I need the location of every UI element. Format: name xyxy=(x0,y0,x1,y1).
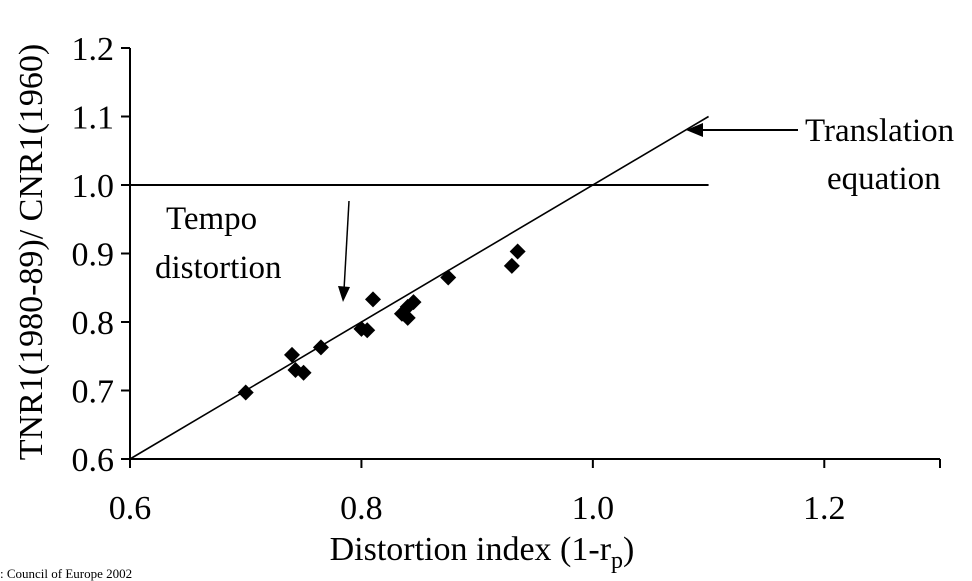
x-axis-label-subscript: p xyxy=(611,548,623,574)
data-point xyxy=(312,339,329,356)
tempo-annotation: Tempo distortion xyxy=(155,200,350,302)
x-tick-label: 0.6 xyxy=(109,490,152,527)
tempo-arrow xyxy=(343,200,350,291)
translation-annotation: Translation equation xyxy=(686,113,954,197)
source-note: : Council of Europe 2002 xyxy=(0,566,132,581)
data-point xyxy=(509,243,526,260)
y-tick-label: 0.8 xyxy=(72,305,115,342)
x-axis-ticks: 0.6 0.8 1.0 1.2 xyxy=(109,459,941,527)
y-tick-label: 0.9 xyxy=(72,237,115,274)
tempo-arrowhead xyxy=(338,286,350,302)
data-point xyxy=(359,322,376,339)
translation-equation-line xyxy=(129,115,709,460)
data-point xyxy=(365,291,381,308)
annotation-tempo-line2: distortion xyxy=(155,250,282,286)
data-point xyxy=(405,294,422,311)
translation-equation-path xyxy=(129,115,709,460)
data-points xyxy=(237,243,526,401)
data-point xyxy=(440,269,457,286)
data-point xyxy=(295,364,312,381)
data-point xyxy=(503,257,520,274)
x-tick-label: 1.0 xyxy=(572,490,615,527)
data-point xyxy=(399,309,416,326)
x-axis-label-main: Distortion index (1-r xyxy=(330,531,612,568)
annotation-translation-line2: equation xyxy=(827,161,941,197)
y-axis-label: TNR1(1980-89)/ CNR1(1960) xyxy=(13,44,50,460)
y-axis-ticks: 0.6 0.7 0.8 0.9 1.0 1.1 1.2 xyxy=(72,31,130,479)
data-point xyxy=(284,346,300,363)
x-tick-label: 0.8 xyxy=(340,490,383,527)
y-tick-label: 1.2 xyxy=(72,31,115,68)
annotation-tempo-line1: Tempo xyxy=(166,201,257,237)
y-tick-label: 0.6 xyxy=(72,442,115,479)
x-tick-label: 1.2 xyxy=(803,490,846,527)
x-axis-label: Distortion index (1-rp) xyxy=(330,531,635,574)
data-point xyxy=(237,384,254,401)
annotation-translation-line1: Translation xyxy=(805,113,954,149)
x-axis-label-close: ) xyxy=(623,531,634,568)
translation-arrowhead xyxy=(686,123,703,137)
y-tick-label: 0.7 xyxy=(72,374,115,411)
y-tick-label: 1.0 xyxy=(72,168,115,205)
y-tick-label: 1.1 xyxy=(72,100,115,137)
